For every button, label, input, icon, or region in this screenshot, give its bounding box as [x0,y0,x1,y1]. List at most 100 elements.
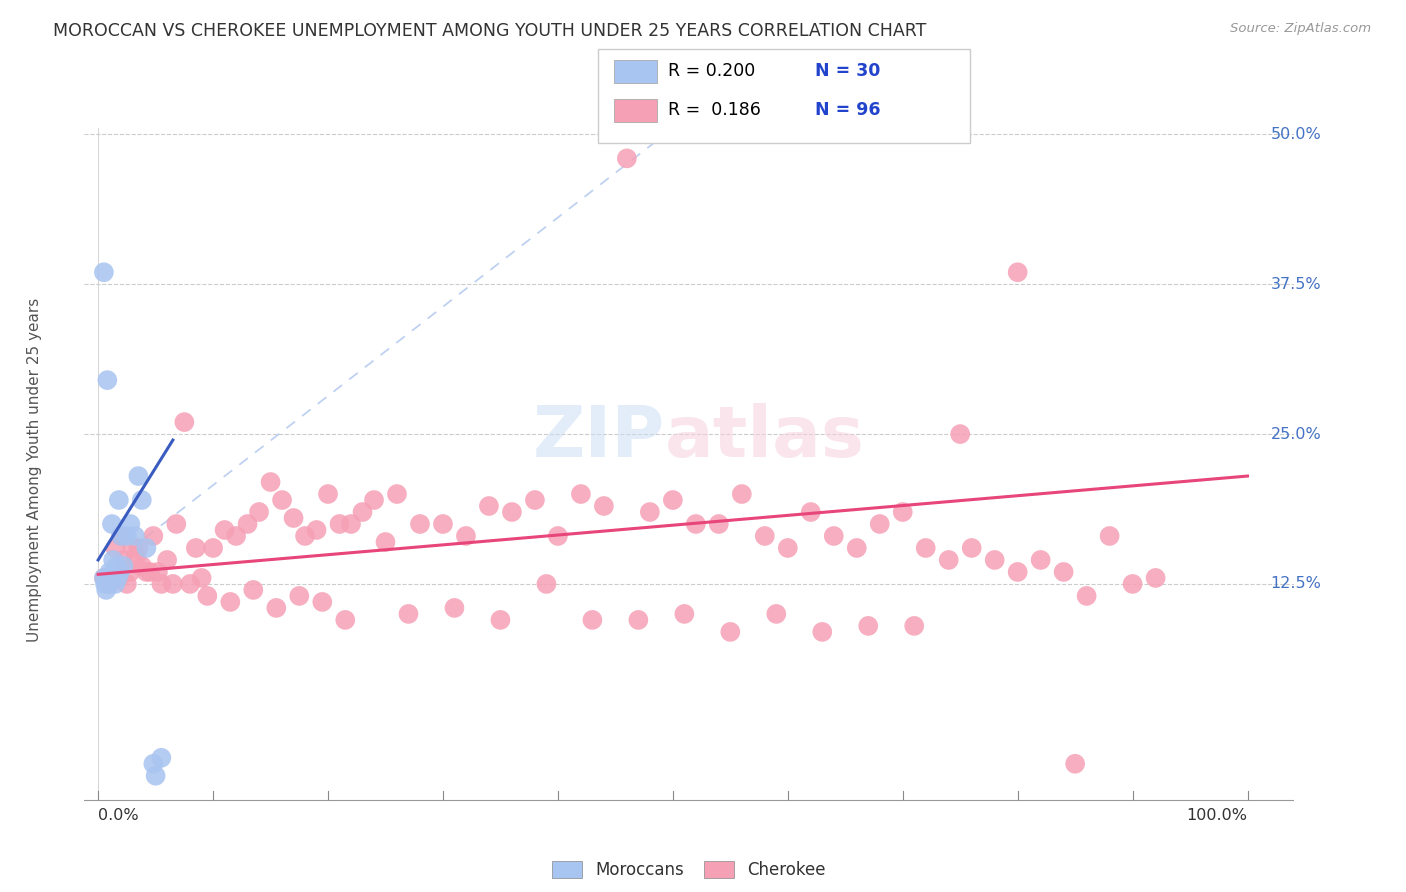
Point [718,624,741,639]
Point [173,415,195,429]
Point [131,558,153,573]
Point [96,582,118,597]
Point [97,577,120,591]
Point [101,571,124,585]
Point [374,535,396,549]
Point [112,558,135,573]
Point [150,751,173,765]
Point [165,516,187,531]
Point [162,577,184,591]
Legend: Moroccans, Cherokee: Moroccans, Cherokee [546,855,832,886]
Point [98,577,121,591]
Point [202,541,225,555]
Point [121,541,143,555]
Point [110,529,132,543]
Point [283,511,305,525]
Point [190,571,212,585]
Point [242,582,264,597]
Text: ZIP: ZIP [533,402,665,472]
Point [120,565,142,579]
Point [112,553,135,567]
Text: R =  0.186: R = 0.186 [668,101,761,119]
Point [219,595,242,609]
Text: MOROCCAN VS CHEROKEE UNEMPLOYMENT AMONG YOUTH UNDER 25 YEARS CORRELATION CHART: MOROCCAN VS CHEROKEE UNEMPLOYMENT AMONG … [53,22,927,40]
Point [214,523,236,537]
Point [96,373,118,387]
Point [536,577,558,591]
Point [195,589,218,603]
Text: Source: ZipAtlas.com: Source: ZipAtlas.com [1230,22,1371,36]
Point [627,613,650,627]
Point [409,516,432,531]
Point [125,549,148,564]
Point [294,529,316,543]
Point [363,493,385,508]
Point [305,523,328,537]
Point [94,577,117,591]
Point [489,613,512,627]
Text: 37.5%: 37.5% [1271,277,1322,292]
Point [93,571,115,585]
Point [673,607,696,621]
Point [115,529,138,543]
Point [1007,565,1029,579]
Point [454,529,477,543]
Point [108,493,131,508]
Point [316,487,339,501]
Point [247,505,270,519]
Point [1064,756,1087,771]
Point [127,541,149,555]
Point [593,499,616,513]
Text: 0.0%: 0.0% [98,808,139,823]
Point [266,601,288,615]
Point [288,589,311,603]
Point [432,516,454,531]
Point [845,541,868,555]
Point [638,505,661,519]
Text: Unemployment Among Youth under 25 years: Unemployment Among Youth under 25 years [28,298,42,642]
Point [949,427,972,442]
Point [93,571,115,585]
Point [1122,577,1144,591]
Text: 50.0%: 50.0% [1271,127,1322,142]
Point [236,516,259,531]
Point [335,613,357,627]
Point [107,571,129,585]
Point [142,529,165,543]
Point [478,499,501,513]
Point [142,756,165,771]
Point [352,505,374,519]
Point [115,577,138,591]
Point [858,619,880,633]
Point [135,565,157,579]
Point [156,553,179,567]
Text: 25.0%: 25.0% [1271,426,1322,442]
Point [960,541,983,555]
Point [1076,589,1098,603]
Point [811,624,834,639]
Point [145,769,167,783]
Text: R = 0.200: R = 0.200 [668,62,755,80]
Point [103,565,125,579]
Point [98,571,121,585]
Text: atlas: atlas [665,402,865,472]
Point [823,529,845,543]
Text: 12.5%: 12.5% [1271,576,1322,591]
Point [100,574,122,588]
Point [101,553,124,567]
Point [731,487,754,501]
Point [139,565,162,579]
Point [1053,565,1076,579]
Point [127,469,149,483]
Point [443,601,465,615]
Point [891,505,914,519]
Point [569,487,592,501]
Point [98,565,121,579]
Point [581,613,603,627]
Point [398,607,420,621]
Point [259,475,281,489]
Point [101,516,124,531]
Point [616,152,638,166]
Point [184,541,207,555]
Point [101,571,124,585]
